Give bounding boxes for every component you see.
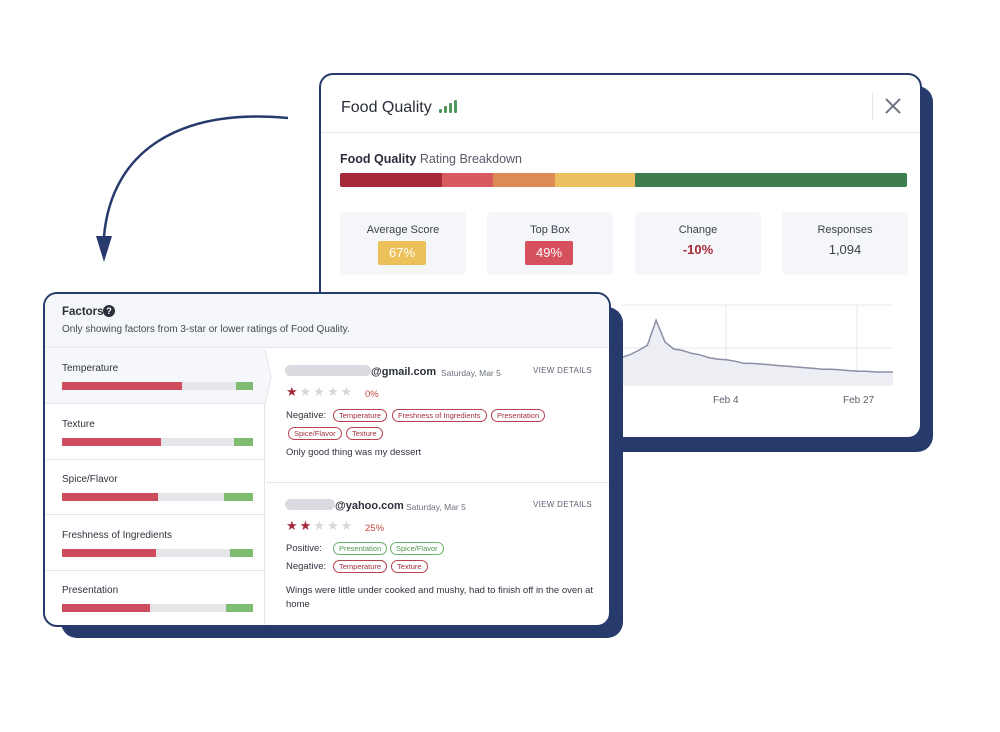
panel-title: Food Quality	[341, 99, 432, 116]
reviews-list: @gmail.com Saturday, Mar 5 VIEW DETAILS …	[266, 349, 609, 625]
view-details-link[interactable]: VIEW DETAILS	[532, 500, 592, 509]
close-icon[interactable]	[882, 95, 904, 117]
rating-segment	[442, 173, 494, 187]
factor-item[interactable]: Freshness of Ingredients	[45, 516, 265, 571]
rating-breakdown-title: Food Quality Rating Breakdown	[340, 152, 523, 166]
rating-segment	[555, 173, 635, 187]
negative-tag: Freshness of Ingredients	[392, 409, 487, 422]
positive-label: Positive:	[286, 543, 322, 554]
factor-negative-fill	[62, 604, 150, 612]
x-tick-label: Feb 4	[713, 395, 739, 406]
factor-name: Freshness of Ingredients	[62, 529, 173, 541]
negative-tag: Temperature	[333, 560, 388, 573]
factor-item[interactable]: Texture	[45, 405, 265, 460]
factor-negative-fill	[62, 382, 183, 390]
star-rating: ★★★★★	[286, 384, 355, 399]
top-box-badge: 49%	[525, 241, 573, 265]
negative-tag: Spice/Flavor	[288, 427, 342, 440]
factors-subtitle: Only showing factors from 3-star or lowe…	[62, 324, 350, 335]
stat-change: Change -10%	[635, 212, 761, 275]
factor-name: Spice/Flavor	[62, 474, 118, 485]
factor-negative-fill	[62, 493, 158, 501]
factor-name: Presentation	[62, 585, 119, 596]
reviewer-email: @yahoo.com	[285, 499, 404, 512]
stat-label: Average Score	[366, 224, 440, 236]
review-percent: 0%	[365, 389, 379, 400]
review-comment: Wings were little under cooked and mushy…	[286, 585, 593, 610]
factor-bar	[62, 548, 253, 557]
review-comment: Only good thing was my dessert	[286, 447, 422, 458]
negative-tag: Texture	[391, 560, 428, 573]
factor-negative-fill	[62, 548, 156, 557]
factors-header: Factors ? Only showing factors from 3-st…	[45, 294, 609, 348]
stats-row: Average Score 67% Top Box 49% Change -10…	[340, 212, 908, 275]
factor-item[interactable]: Temperature	[45, 349, 265, 404]
change-value: -10%	[682, 242, 714, 257]
rating-breakdown-bar	[340, 173, 907, 187]
responses-value: 1,094	[828, 242, 862, 257]
factor-bar	[62, 493, 253, 501]
reviewer-email: @gmail.com	[285, 365, 436, 378]
panel-header: Food Quality	[321, 75, 920, 133]
active-caret	[264, 349, 272, 405]
rating-segment	[493, 173, 556, 187]
factor-positive-fill	[235, 382, 253, 390]
negative-tag: Texture	[346, 427, 383, 440]
stat-average-score: Average Score 67%	[340, 212, 466, 275]
negative-tag: Presentation	[491, 409, 546, 422]
stat-label: Top Box	[530, 224, 570, 236]
stat-label: Responses	[817, 224, 873, 236]
trend-chart: Feb 4 Feb 27	[621, 303, 895, 413]
review-date: Saturday, Mar 5	[441, 368, 501, 378]
positive-tag: Presentation	[333, 542, 388, 555]
star-rating: ★★★★★	[286, 518, 355, 533]
review-percent: 25%	[365, 523, 385, 534]
trend-line	[621, 318, 893, 373]
factor-bar	[62, 437, 253, 446]
factors-title: Factors	[62, 306, 104, 318]
factor-positive-fill	[230, 548, 253, 557]
stat-label: Change	[678, 224, 718, 236]
factor-negative-fill	[62, 437, 162, 446]
factor-bar	[62, 382, 253, 390]
negative-label: Negative:	[286, 561, 327, 572]
rating-segment	[634, 173, 907, 187]
factor-positive-fill	[226, 604, 253, 612]
factor-name: Texture	[62, 418, 95, 430]
negative-tag: Temperature	[333, 409, 388, 422]
factor-name: Temperature	[62, 363, 119, 374]
factor-positive-fill	[224, 493, 253, 501]
factor-bar	[62, 604, 253, 612]
average-score-badge: 67%	[378, 241, 426, 265]
positive-tag: Spice/Flavor	[390, 542, 444, 555]
review-card: @gmail.com Saturday, Mar 5 VIEW DETAILS …	[266, 349, 609, 483]
question-circle-icon[interactable]: ?	[103, 305, 115, 317]
stat-responses: Responses 1,094	[782, 212, 908, 275]
signal-bars-icon	[439, 99, 461, 113]
view-details-link[interactable]: VIEW DETAILS	[532, 366, 592, 375]
trend-area	[621, 320, 893, 385]
stat-top-box: Top Box 49%	[487, 212, 613, 275]
negative-label: Negative:	[286, 410, 327, 421]
factor-positive-fill	[233, 437, 253, 446]
x-tick-label: Feb 27	[843, 395, 875, 406]
factors-panel: Factors ? Only showing factors from 3-st…	[43, 292, 611, 627]
factors-list: Temperature Texture Spice/Flavor Freshness …	[45, 349, 265, 625]
rating-segment	[340, 173, 443, 187]
factor-item[interactable]: Spice/Flavor	[45, 460, 265, 515]
trend-chart-svg	[621, 304, 893, 386]
factor-item[interactable]: Presentation	[45, 571, 265, 625]
header-divider	[872, 93, 873, 119]
review-card: @yahoo.com Saturday, Mar 5 VIEW DETAILS …	[266, 483, 609, 625]
review-date: Saturday, Mar 5	[406, 502, 466, 512]
